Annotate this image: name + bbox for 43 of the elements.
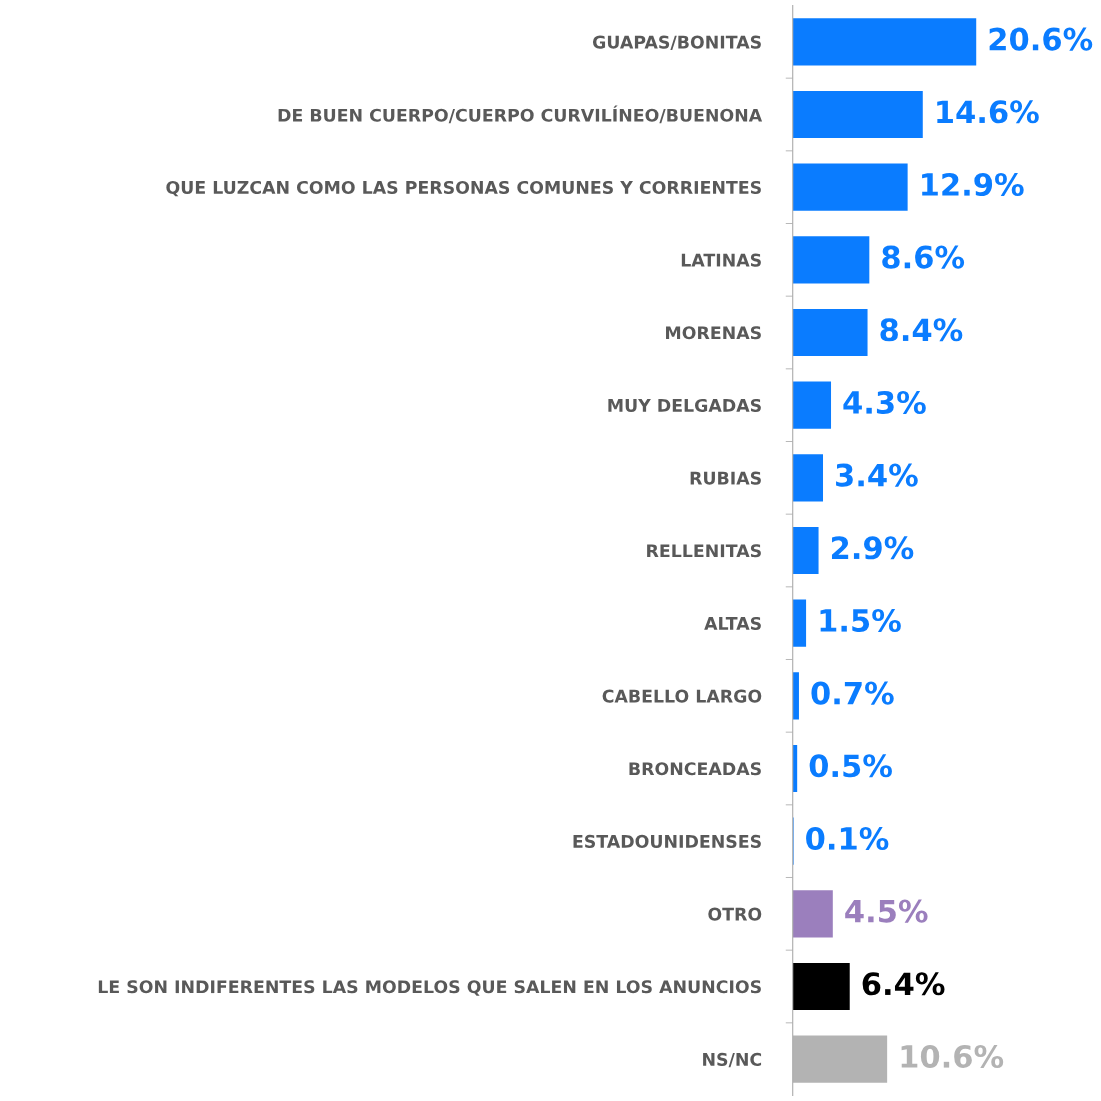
y-tick-label: NS/NC [703, 1052, 762, 1068]
bar [792, 381, 832, 429]
y-tick-label: MORENAS [666, 326, 761, 340]
y-tick-label: BRONCEADAS [629, 762, 761, 776]
bar [792, 744, 798, 793]
y-tick-label: ESTADOUNIDENSES [573, 834, 761, 849]
bar [792, 962, 850, 1011]
bar [792, 236, 870, 284]
data-label: 8.6% [882, 245, 965, 269]
bar [792, 163, 908, 211]
data-label: 2.9% [831, 536, 914, 560]
data-label: 3.4% [836, 463, 918, 487]
data-label: 4.5% [845, 899, 928, 923]
data-label: 4.3% [843, 390, 926, 415]
y-tick-label: QUE LUZCAN COMO LAS PERSONAS COMUNES Y CORRIENTES [166, 180, 761, 197]
y-tick-label: LE SON INDIFERENTES LAS MODELOS QUE SALEN EN LOS ANUNCIOS [98, 980, 761, 996]
data-label: 0.5% [809, 754, 892, 778]
data-label: 12.9% [922, 172, 1024, 197]
data-label: 8.4% [880, 318, 963, 342]
bar [792, 18, 977, 66]
data-label: 20.6% [989, 27, 1093, 51]
bar [792, 672, 799, 720]
data-label: 0.1% [806, 826, 889, 851]
data-label: 14.6% [937, 100, 1039, 124]
bar [792, 890, 833, 938]
bar [792, 308, 868, 357]
y-tick-label: ALTAS [704, 616, 761, 631]
y-tick-label: RELLENITAS [647, 544, 761, 558]
bar [792, 454, 824, 502]
data-label: 10.6% [901, 1044, 1004, 1069]
data-label: 6.4% [862, 972, 945, 996]
y-tick-label: LATINAS [681, 253, 761, 267]
y-tick-label: MUY DELGADAS [608, 398, 761, 413]
data-label: 1.5% [820, 608, 901, 633]
y-tick-label: RUBIAS [690, 471, 761, 485]
bar [792, 90, 923, 139]
y-tick-label: GUAPAS/BONITAS [592, 35, 761, 51]
y-tick-label: OTRO [708, 907, 762, 921]
y-tick-label: CABELLO LARGO [602, 689, 762, 703]
data-label: 0.7% [811, 681, 894, 705]
y-tick-label: DE BUEN CUERPO/CUERPO CURVILÍNEO/BUENONA [278, 105, 763, 124]
bar [792, 599, 807, 647]
bar [792, 526, 819, 575]
